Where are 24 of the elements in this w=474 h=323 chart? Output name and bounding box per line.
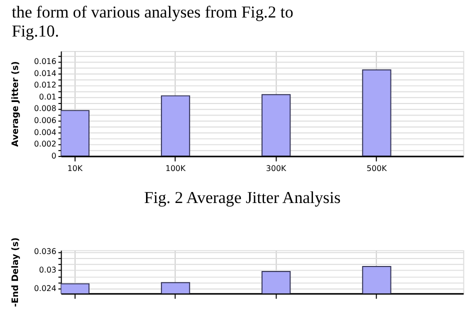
y-tick-label: 0 [51, 151, 56, 160]
bar [362, 69, 392, 156]
y-tick-label: 0.024 [34, 284, 56, 294]
y-tick-label: 0.012 [34, 80, 56, 90]
y-axis-title: Average Jitter (s) [11, 61, 22, 147]
y-tick-label: 0.008 [34, 104, 56, 114]
y-tick-label: 0.004 [34, 128, 56, 137]
y-tick-label: 0.036 [34, 247, 56, 256]
x-tick-label: 500K [366, 164, 388, 174]
bar [160, 95, 190, 156]
y-tick-label: 0.014 [34, 68, 56, 78]
bar [60, 110, 90, 156]
y-axis-title: -End Delay (s) [11, 237, 22, 308]
caption: Fig. 2 Average Jitter Analysis [144, 188, 341, 208]
bar [262, 94, 291, 156]
y-tick-label: 0.01 [38, 92, 56, 102]
x-tick-label: 300K [266, 164, 288, 174]
x-tick-label: 100K [165, 164, 186, 174]
text: the form of various analyses from Fig.2 to Fig.10. [12, 2, 294, 40]
y-tick-label: 0.03 [38, 266, 56, 275]
y-tick-label: 0.002 [34, 140, 56, 149]
x-tick-label: 10K [67, 164, 84, 174]
y-tick-label: 0.016 [34, 57, 56, 66]
y-tick-label: 0.006 [34, 116, 56, 126]
